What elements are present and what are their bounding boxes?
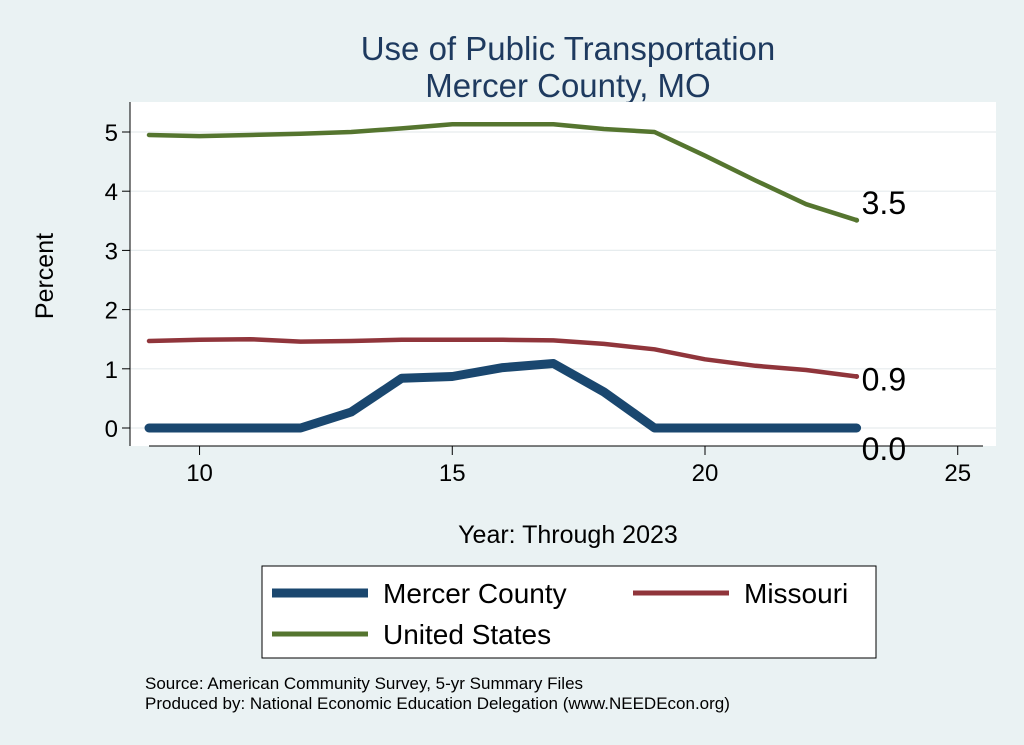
series-lines — [144, 122, 862, 433]
chart-title-line1: Use of Public Transportation — [361, 30, 776, 67]
y-tick-label: 5 — [105, 120, 118, 147]
source-note: Source: American Community Survey, 5-yr … — [145, 674, 583, 693]
producer-note: Produced by: National Economic Education… — [145, 694, 730, 713]
series-line-missouri — [146, 336, 859, 379]
end-point-missouri — [854, 373, 860, 379]
end-point-mercer-county — [854, 425, 860, 431]
legend-label-missouri: Missouri — [744, 578, 848, 609]
y-tick-label: 0 — [105, 416, 118, 443]
x-axis-label: Year: Through 2023 — [458, 521, 678, 549]
y-tick-label: 1 — [105, 357, 118, 384]
y-axis-label: Percent — [31, 233, 59, 319]
chart-title-line2: Mercer County, MO — [425, 67, 710, 104]
end-label-mercer-county: 0.0 — [862, 431, 906, 467]
legend-label-mercer-county: Mercer County — [383, 578, 567, 609]
axes: 0 1 2 3 4 5 10 15 20 25 — [105, 102, 983, 487]
legend-box — [261, 565, 877, 659]
y-tick-label: 3 — [105, 238, 118, 265]
x-tick-label: 25 — [944, 460, 971, 487]
x-tick-label: 15 — [439, 460, 466, 487]
y-tick-label: 2 — [105, 298, 118, 325]
end-labels: 3.5 0.9 0.0 — [862, 185, 906, 467]
series-line-united-states — [146, 122, 859, 223]
x-tick-label: 10 — [186, 460, 213, 487]
legend: Mercer County Missouri United States — [272, 578, 848, 650]
series-line-mercer-county — [144, 359, 862, 433]
end-label-missouri: 0.9 — [862, 361, 906, 397]
end-label-united-states: 3.5 — [862, 185, 906, 221]
legend-label-united-states: United States — [383, 619, 551, 650]
x-tick-label: 20 — [692, 460, 719, 487]
end-point-united-states — [854, 217, 860, 223]
plot-area — [130, 102, 996, 446]
y-tick-label: 4 — [105, 179, 118, 206]
